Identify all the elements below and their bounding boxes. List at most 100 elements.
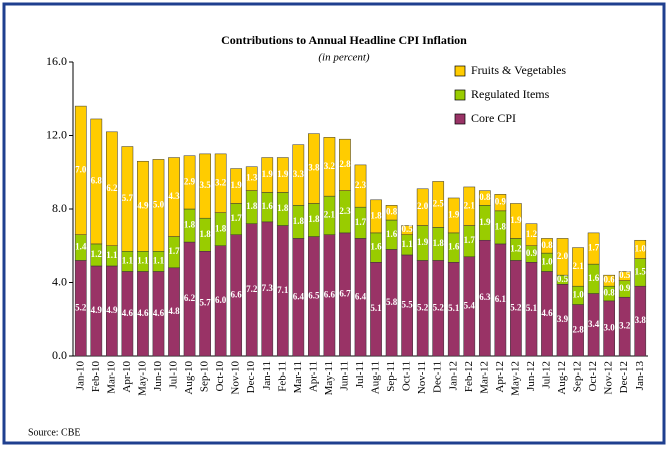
bar-segment <box>541 238 553 254</box>
bar-segment <box>261 157 274 193</box>
data-label: 7.3 <box>262 283 274 293</box>
x-tick-label: Sep-12 <box>572 361 584 392</box>
data-label: 1.8 <box>199 229 211 239</box>
bar-segment <box>339 138 351 191</box>
data-label: 1.6 <box>588 273 600 283</box>
bar-segment <box>385 205 398 221</box>
x-tick-label: Oct-12 <box>587 361 599 392</box>
data-label: 3.9 <box>557 314 569 324</box>
data-label: 1.6 <box>448 242 460 252</box>
data-label: 1.8 <box>215 223 227 233</box>
legend-label: Regulated Items <box>471 87 550 101</box>
data-label: 1.1 <box>401 239 413 249</box>
x-tick-label: Feb-12 <box>463 361 475 392</box>
bar-segment <box>245 166 258 191</box>
chart-subtitle: (in percent) <box>318 52 370 64</box>
bar-segment <box>370 199 382 234</box>
x-tick-label: Jun-12 <box>525 361 537 391</box>
data-label: 2.0 <box>557 251 569 261</box>
bar-segment <box>292 144 305 206</box>
bar-segment <box>199 153 211 219</box>
data-label: 6.3 <box>479 292 491 302</box>
bar-segment <box>572 247 584 287</box>
data-label: 0.5 <box>557 274 569 284</box>
x-tick-label: Aug-10 <box>183 361 195 395</box>
data-label: 1.0 <box>635 243 647 253</box>
bar-segment <box>276 157 289 193</box>
data-label: 0.9 <box>619 283 631 293</box>
data-label: 0.8 <box>386 207 398 217</box>
data-label: 4.3 <box>168 191 180 201</box>
data-label: 1.0 <box>572 289 584 299</box>
bar-segment <box>603 274 615 287</box>
x-tick-label: Oct-11 <box>401 361 413 391</box>
legend-label: Core CPI <box>471 111 516 125</box>
data-label: 1.7 <box>355 217 367 227</box>
data-label: 4.9 <box>106 305 118 315</box>
data-label: 6.4 <box>355 291 367 301</box>
data-label: 0.8 <box>479 192 491 202</box>
bar-segment <box>230 168 243 204</box>
bar-segment <box>618 271 631 281</box>
data-label: 4.9 <box>137 200 149 210</box>
x-tick-label: Dec-11 <box>432 361 444 393</box>
data-label: 1.8 <box>495 221 507 231</box>
data-label: 4.9 <box>91 305 103 315</box>
x-tick-label: Jun-11 <box>338 361 350 391</box>
data-label: 1.9 <box>479 217 491 227</box>
x-tick-label: Feb-11 <box>276 361 288 392</box>
data-label: 5.4 <box>464 300 476 310</box>
data-label: 2.8 <box>339 159 351 169</box>
x-tick-label: Jul-12 <box>541 361 553 389</box>
x-tick-label: Dec-10 <box>245 361 257 394</box>
data-label: 1.9 <box>510 215 522 225</box>
x-tick-label: Mar-12 <box>478 361 490 394</box>
data-label: 1.0 <box>541 256 553 266</box>
data-label: 5.1 <box>448 303 460 313</box>
data-label: 2.1 <box>324 209 336 219</box>
data-label: 6.8 <box>91 176 103 186</box>
bar-segment <box>121 146 134 252</box>
x-tick-label: Nov-11 <box>416 361 428 394</box>
y-tick-label: 12.0 <box>46 127 67 141</box>
data-label: 0.9 <box>495 197 507 207</box>
data-label: 2.8 <box>572 324 584 334</box>
bar-segment <box>152 159 165 252</box>
data-label: 2.3 <box>355 180 367 190</box>
bar-segment <box>447 197 460 234</box>
data-label: 3.2 <box>215 177 227 187</box>
data-label: 2.3 <box>339 206 351 216</box>
data-label: 6.1 <box>495 294 507 304</box>
x-tick-label: Jan-10 <box>74 361 86 391</box>
data-label: 1.4 <box>75 242 87 252</box>
data-label: 1.9 <box>231 180 243 190</box>
data-label: 6.2 <box>184 293 196 303</box>
data-label: 1.2 <box>526 229 538 239</box>
data-label: 6.6 <box>324 289 336 299</box>
data-label: 1.2 <box>510 243 522 253</box>
data-label: 2.1 <box>464 200 476 210</box>
data-label: 1.1 <box>106 250 118 260</box>
data-label: 3.4 <box>588 319 600 329</box>
data-label: 1.1 <box>153 255 165 265</box>
data-label: 5.2 <box>417 302 429 312</box>
x-tick-label: Oct-10 <box>214 361 226 392</box>
bar-segment <box>494 194 507 212</box>
data-label: 5.1 <box>526 303 538 313</box>
x-tick-label: Jan-12 <box>447 361 459 390</box>
data-label: 5.0 <box>153 199 165 209</box>
data-label: 1.6 <box>262 201 274 211</box>
x-tick-label: Apr-12 <box>494 361 506 393</box>
bar-segment <box>137 160 149 252</box>
bar-segment <box>308 133 320 204</box>
data-label: 1.6 <box>370 242 382 252</box>
data-label: 7.2 <box>246 284 258 294</box>
data-label: 5.1 <box>370 303 382 313</box>
x-tick-label: Jul-11 <box>354 361 366 388</box>
data-label: 1.8 <box>293 216 305 226</box>
data-label: 1.8 <box>246 201 258 211</box>
data-label: 0.5 <box>619 270 631 280</box>
x-tick-label: Sep-11 <box>385 361 397 392</box>
x-tick-label: Apr-11 <box>307 361 319 392</box>
x-tick-label: Dec-12 <box>618 361 630 393</box>
